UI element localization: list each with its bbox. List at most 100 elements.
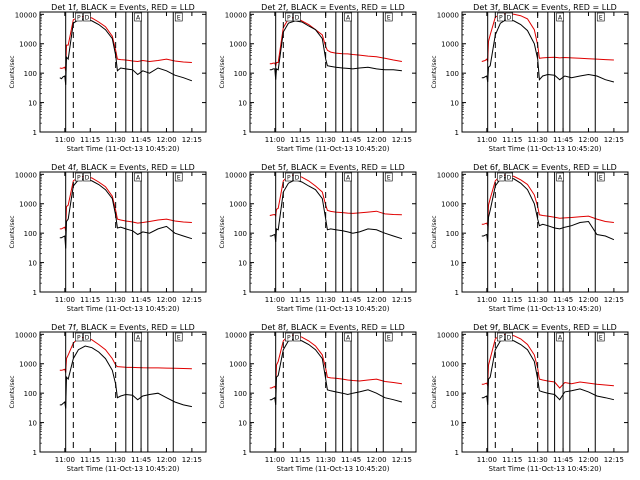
marker-box bbox=[384, 172, 393, 182]
x-tick-label: 11:15 bbox=[502, 456, 522, 464]
y-tick-label: 1 bbox=[455, 289, 459, 297]
plot-frame bbox=[39, 11, 207, 133]
marker-box-label: E bbox=[387, 175, 391, 182]
x-axis-label: Start Time (11-Oct-13 10:45:20) bbox=[489, 305, 602, 313]
marker-box-label: P bbox=[287, 335, 291, 342]
x-tick-label: 11:15 bbox=[290, 296, 310, 304]
marker-box bbox=[285, 172, 293, 182]
y-tick-label: 10000 bbox=[437, 171, 459, 179]
y-tick-label: 1000 bbox=[441, 41, 459, 49]
marker-box bbox=[344, 12, 352, 22]
marker-box-label: D bbox=[507, 15, 512, 22]
x-tick-label: 12:00 bbox=[366, 136, 386, 144]
y-tick-label: 100 bbox=[446, 390, 459, 398]
x-axis-label: Start Time (11-Oct-13 10:45:20) bbox=[277, 305, 390, 313]
x-tick-label: 11:45 bbox=[341, 136, 361, 144]
x-tick-label: 11:00 bbox=[265, 136, 285, 144]
marker-box bbox=[174, 12, 183, 22]
y-tick-label: 10 bbox=[450, 260, 459, 268]
x-axis-label: Start Time (11-Oct-13 10:45:20) bbox=[277, 145, 390, 153]
marker-box-label: P bbox=[287, 175, 291, 182]
y-tick-label: 100 bbox=[24, 390, 37, 398]
y-tick-label: 1 bbox=[455, 449, 459, 457]
y-tick-label: 1000 bbox=[229, 361, 247, 369]
y-tick-label: 10 bbox=[238, 260, 247, 268]
x-tick-label: 11:00 bbox=[477, 136, 497, 144]
y-tick-label: 1000 bbox=[19, 201, 37, 209]
plot-frame bbox=[249, 11, 417, 133]
x-tick-label: 11:00 bbox=[477, 456, 497, 464]
marker-box-label: A bbox=[558, 175, 563, 182]
y-tick-label: 10 bbox=[28, 100, 37, 108]
x-tick-label: 11:15 bbox=[502, 296, 522, 304]
marker-box-label: D bbox=[85, 335, 90, 342]
x-tick-label: 11:45 bbox=[553, 456, 573, 464]
plot-frame bbox=[461, 331, 629, 453]
x-tick-label: 11:30 bbox=[528, 136, 548, 144]
marker-box bbox=[285, 12, 293, 22]
x-tick-label: 11:30 bbox=[316, 136, 336, 144]
marker-box-label: D bbox=[507, 175, 512, 182]
chart-panel-6: Det 6f, BLACK = Events, RED = LLD 1 10 100 1… bbox=[431, 163, 629, 313]
y-tick-label: 10000 bbox=[15, 11, 37, 19]
y-axis-label: Counts/sec bbox=[9, 55, 16, 88]
marker-box bbox=[556, 332, 564, 342]
marker-box-label: E bbox=[599, 175, 603, 182]
y-tick-label: 1000 bbox=[19, 41, 37, 49]
marker-box-label: D bbox=[295, 335, 300, 342]
y-tick-label: 10 bbox=[238, 100, 247, 108]
marker-box-label: A bbox=[558, 335, 563, 342]
marker-box-label: P bbox=[499, 15, 503, 22]
marker-box-label: E bbox=[387, 15, 391, 22]
x-tick-label: 12:15 bbox=[392, 136, 412, 144]
x-tick-label: 11:15 bbox=[290, 136, 310, 144]
chart-title: Det 8f, BLACK = Events, RED = LLD bbox=[261, 323, 405, 332]
y-tick-label: 100 bbox=[24, 230, 37, 238]
x-tick-label: 11:00 bbox=[55, 296, 75, 304]
marker-box-label: A bbox=[136, 15, 141, 22]
marker-box bbox=[134, 12, 142, 22]
chart-panel-2: Det 2f, BLACK = Events, RED = LLD 1 10 100 1… bbox=[219, 3, 417, 153]
y-tick-label: 10000 bbox=[225, 11, 247, 19]
y-tick-label: 10 bbox=[238, 420, 247, 428]
y-tick-label: 1 bbox=[243, 289, 247, 297]
chart-panel-8: Det 8f, BLACK = Events, RED = LLD 1 10 100 1… bbox=[219, 323, 417, 473]
y-tick-label: 100 bbox=[234, 70, 247, 78]
x-tick-label: 12:00 bbox=[366, 296, 386, 304]
y-tick-label: 100 bbox=[446, 70, 459, 78]
x-axis-label: Start Time (11-Oct-13 10:45:20) bbox=[489, 465, 602, 473]
y-tick-label: 10000 bbox=[437, 11, 459, 19]
x-tick-label: 12:00 bbox=[578, 456, 598, 464]
marker-box bbox=[293, 332, 301, 342]
marker-box bbox=[596, 332, 605, 342]
chart-title: Det 4f, BLACK = Events, RED = LLD bbox=[51, 163, 195, 172]
x-tick-label: 11:30 bbox=[106, 296, 126, 304]
x-tick-label: 12:15 bbox=[604, 456, 624, 464]
x-tick-label: 11:00 bbox=[265, 456, 285, 464]
y-axis-label: Counts/sec bbox=[431, 375, 438, 408]
marker-box bbox=[134, 332, 142, 342]
y-axis-label: Counts/sec bbox=[219, 215, 226, 248]
x-tick-label: 11:15 bbox=[290, 456, 310, 464]
marker-box bbox=[497, 172, 505, 182]
chart-panel-4: Det 4f, BLACK = Events, RED = LLD 1 10 100 1… bbox=[9, 163, 207, 313]
marker-box bbox=[384, 12, 393, 22]
marker-box bbox=[285, 332, 293, 342]
x-tick-label: 11:45 bbox=[553, 136, 573, 144]
x-axis-label: Start Time (11-Oct-13 10:45:20) bbox=[67, 305, 180, 313]
chart-title: Det 7f, BLACK = Events, RED = LLD bbox=[51, 323, 195, 332]
marker-box bbox=[596, 12, 605, 22]
y-tick-label: 10 bbox=[450, 420, 459, 428]
marker-box bbox=[497, 332, 505, 342]
x-tick-label: 11:30 bbox=[106, 136, 126, 144]
marker-box-label: P bbox=[287, 15, 291, 22]
x-tick-label: 11:45 bbox=[131, 296, 151, 304]
marker-box bbox=[75, 12, 83, 22]
y-tick-label: 10000 bbox=[437, 331, 459, 339]
chart-panel-3: Det 3f, BLACK = Events, RED = LLD 1 10 100 1… bbox=[431, 3, 629, 153]
x-tick-label: 11:30 bbox=[528, 456, 548, 464]
x-tick-label: 12:15 bbox=[604, 136, 624, 144]
x-tick-label: 12:00 bbox=[366, 456, 386, 464]
marker-box-label: A bbox=[136, 175, 141, 182]
x-tick-label: 12:00 bbox=[578, 136, 598, 144]
